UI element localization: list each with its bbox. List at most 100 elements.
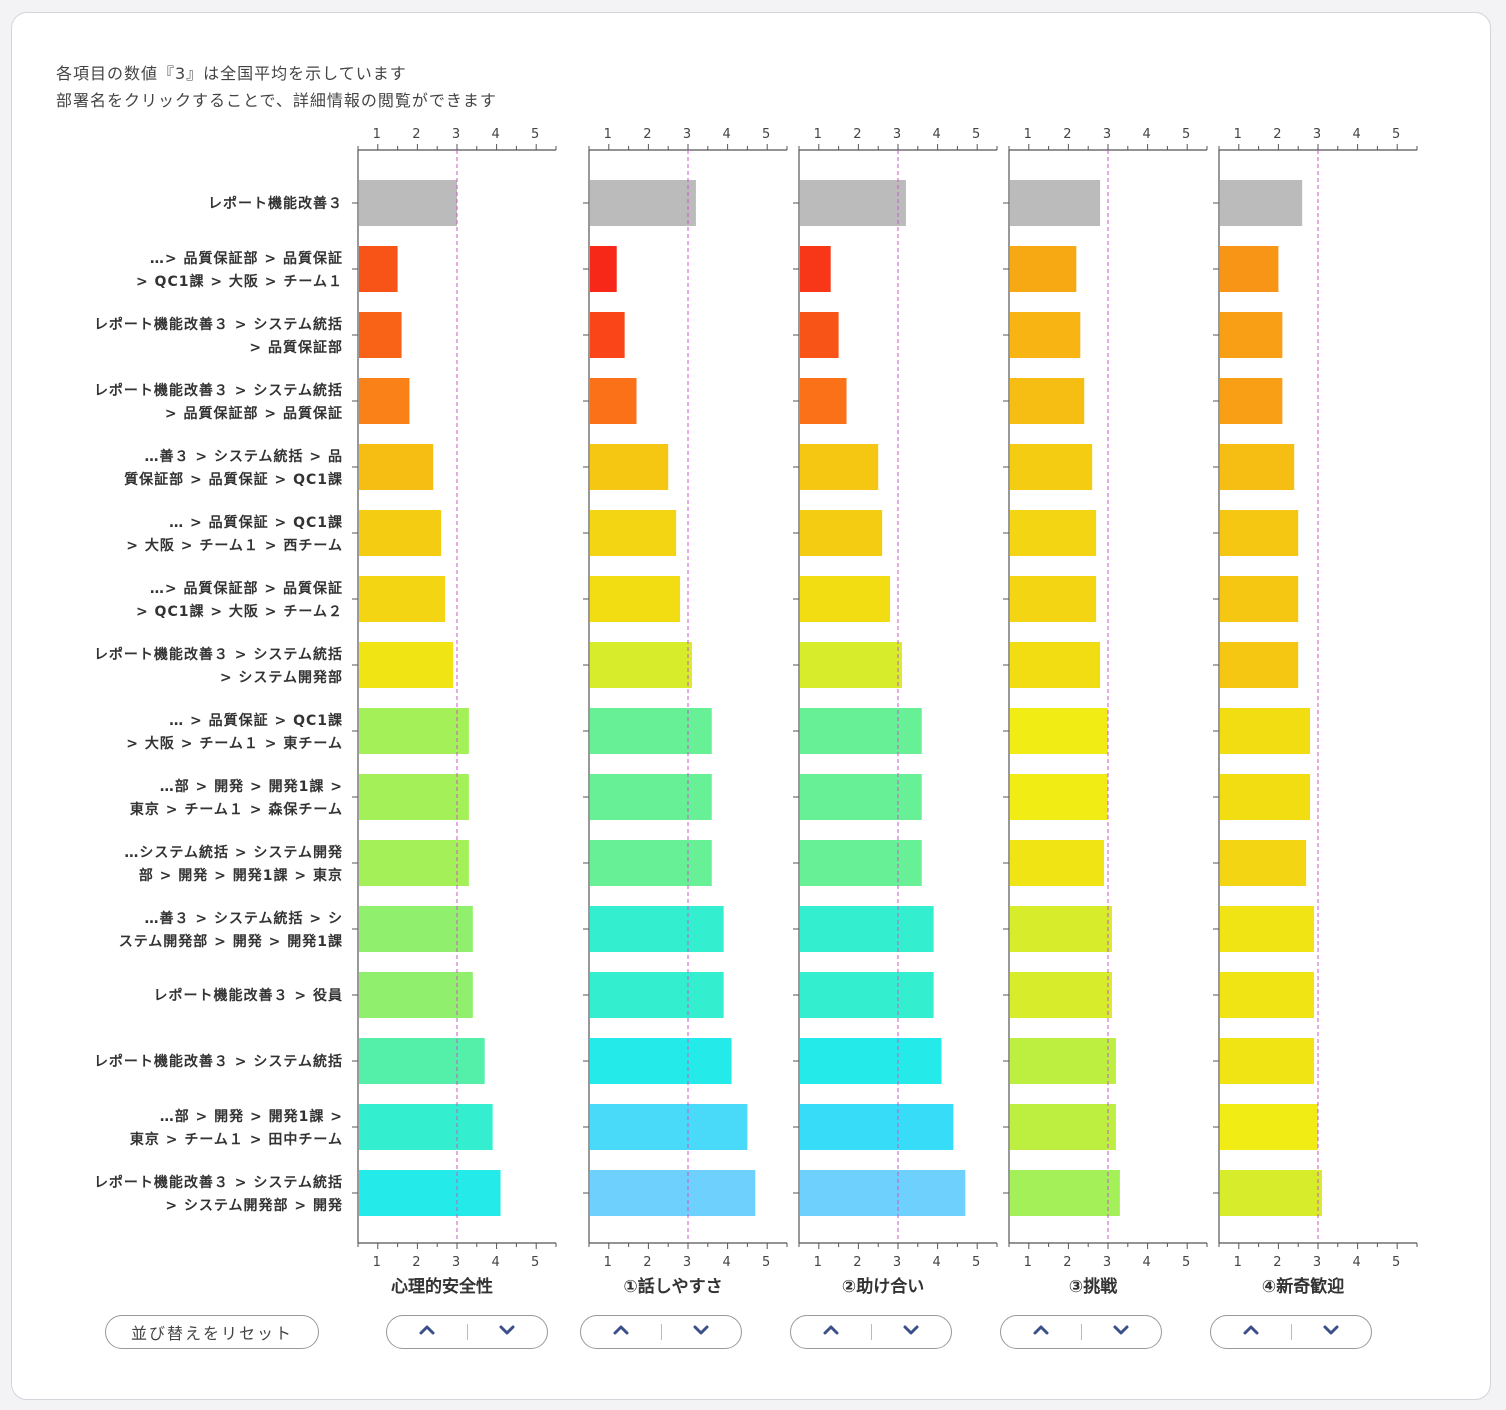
x-tick-label: 2 xyxy=(1063,127,1071,142)
sort-ascending-button[interactable] xyxy=(387,1316,467,1348)
category-label[interactable]: レポート機能改善３ > システム統括 xyxy=(94,1053,343,1070)
bar xyxy=(1220,246,1279,292)
series-title: ③挑戦 xyxy=(1069,1276,1118,1297)
bar xyxy=(1220,378,1283,424)
x-tick-label: 3 xyxy=(452,127,460,142)
category-label[interactable]: …善３ > システム統括 > システム開発部 > 開発 > 開発1課 xyxy=(119,910,343,950)
sort-descending-button[interactable] xyxy=(1082,1316,1162,1348)
category-label-line[interactable]: > QC1課 > 大阪 > チーム１ xyxy=(136,273,343,290)
bar xyxy=(359,840,469,886)
bar xyxy=(800,1038,942,1084)
bar xyxy=(359,444,434,490)
category-label-line[interactable]: > 品質保証部 xyxy=(249,339,343,356)
category-label[interactable]: …部 > 開発 > 開発1課 > 東京 > チーム１ > 田中チーム xyxy=(130,1108,343,1148)
x-tick-label: 4 xyxy=(932,127,940,142)
note-click-hint: 部署名をクリックすることで、詳細情報の閲覧ができます xyxy=(56,91,497,110)
category-label[interactable]: …> 品質保証部 > 品質保証 > QC1課 > 大阪 > チーム２ xyxy=(136,580,343,620)
bar xyxy=(800,576,891,622)
bar xyxy=(359,576,446,622)
category-label[interactable]: … > 品質保証 > QC1課 > 大阪 > チーム１ > 東チーム xyxy=(126,712,343,752)
category-label-line[interactable]: …システム統括 > システム開発 xyxy=(124,844,343,861)
category-label[interactable]: …システム統括 > システム開発部 > 開発 > 開発1課 > 東京 xyxy=(124,844,343,884)
category-label-line[interactable]: > 品質保証部 > 品質保証 xyxy=(165,405,343,422)
category-label[interactable]: …善３ > システム統括 > 品質保証部 > 品質保証 > QC1課 xyxy=(124,448,343,488)
category-label-line[interactable]: 東京 > チーム１ > 田中チーム xyxy=(130,1131,343,1148)
x-tick-label: 4 xyxy=(722,1255,730,1270)
category-label-line[interactable]: レポート機能改善３ > システム統括 xyxy=(94,646,343,663)
x-tick-label: 4 xyxy=(722,127,730,142)
category-label[interactable]: …部 > 開発 > 開発1課 > 東京 > チーム１ > 森保チーム xyxy=(130,778,343,818)
sort-descending-button[interactable] xyxy=(872,1316,952,1348)
sort-ascending-button[interactable] xyxy=(1211,1316,1291,1348)
sort-ascending-button[interactable] xyxy=(1001,1316,1081,1348)
reset-sort-button[interactable]: 並び替えをリセット xyxy=(105,1315,319,1349)
category-label-line[interactable]: > QC1課 > 大阪 > チーム２ xyxy=(136,603,343,620)
x-tick-label: 5 xyxy=(531,1255,539,1270)
category-label[interactable]: レポート機能改善３ > システム統括 > システム開発部 > 開発 xyxy=(94,1174,343,1214)
category-label[interactable]: レポート機能改善３ > 役員 xyxy=(154,987,343,1004)
panel-1: 1 2 3 4 5 1 2 3 4 5 心理的安全性 xyxy=(352,127,557,1297)
bar xyxy=(1010,642,1101,688)
x-tick-label: 1 xyxy=(1024,1255,1032,1270)
bar xyxy=(800,180,906,226)
category-label-line[interactable]: レポート機能改善３ > システム統括 xyxy=(94,1174,343,1191)
sort-buttons-2 xyxy=(580,1315,742,1349)
bar xyxy=(1010,510,1097,556)
sort-descending-button[interactable] xyxy=(662,1316,742,1348)
x-tick-label: 5 xyxy=(762,127,770,142)
category-label[interactable]: レポート機能改善３ > システム統括 > システム開発部 xyxy=(94,646,343,686)
category-label-line[interactable]: ステム開発部 > 開発 > 開発1課 xyxy=(119,933,343,950)
sort-ascending-button[interactable] xyxy=(791,1316,871,1348)
category-label-line[interactable]: …> 品質保証部 > 品質保証 xyxy=(150,250,343,267)
bar xyxy=(359,708,469,754)
category-label-line[interactable]: 東京 > チーム１ > 森保チーム xyxy=(130,801,343,818)
x-tick-label: 2 xyxy=(853,1255,861,1270)
x-tick-label: 5 xyxy=(1182,127,1190,142)
category-label[interactable]: レポート機能改善３ > システム統括 > 品質保証部 > 品質保証 xyxy=(94,382,343,422)
bar xyxy=(1010,444,1093,490)
bar xyxy=(590,180,696,226)
category-label-line[interactable]: レポート機能改善３ > 役員 xyxy=(154,987,343,1004)
category-label-line[interactable]: > システム開発部 xyxy=(220,669,343,686)
bar xyxy=(1220,576,1299,622)
category-label[interactable]: レポート機能改善３ > システム統括 > 品質保証部 xyxy=(94,316,343,356)
x-tick-label: 3 xyxy=(1103,127,1111,142)
category-label-line[interactable]: レポート機能改善３ > システム統括 xyxy=(94,1053,343,1070)
sort-ascending-button[interactable] xyxy=(581,1316,661,1348)
category-label-line[interactable]: 質保証部 > 品質保証 > QC1課 xyxy=(124,471,343,488)
bar xyxy=(1220,840,1307,886)
divider xyxy=(870,1324,872,1340)
x-tick-label: 2 xyxy=(412,1255,420,1270)
category-label-line[interactable]: レポート機能改善３ > システム統括 xyxy=(94,382,343,399)
category-label-line[interactable]: … > 品質保証 > QC1課 xyxy=(169,514,343,531)
x-tick-label: 5 xyxy=(1392,1255,1400,1270)
category-label-line[interactable]: …善３ > システム統括 > シ xyxy=(144,910,343,927)
category-label-line[interactable]: 部 > 開発 > 開発1課 > 東京 xyxy=(139,867,343,884)
bar xyxy=(359,180,457,226)
category-label[interactable]: …> 品質保証部 > 品質保証 > QC1課 > 大阪 > チーム１ xyxy=(136,250,343,290)
panel-3: 1 2 3 4 5 1 2 3 4 5 ②助け合い xyxy=(793,127,998,1297)
bar xyxy=(800,642,902,688)
category-label-line[interactable]: レポート機能改善３ xyxy=(208,195,343,212)
category-label[interactable]: レポート機能改善３ xyxy=(208,195,343,212)
bar xyxy=(1220,1104,1318,1150)
category-label-line[interactable]: > システム開発部 > 開発 xyxy=(165,1197,343,1214)
bar xyxy=(800,312,839,358)
category-label-line[interactable]: …部 > 開発 > 開発1課 > xyxy=(160,778,343,795)
category-label-line[interactable]: > 大阪 > チーム１ > 西チーム xyxy=(126,537,343,554)
sort-descending-button[interactable] xyxy=(468,1316,548,1348)
category-label-line[interactable]: … > 品質保証 > QC1課 xyxy=(169,712,343,729)
bar xyxy=(1220,972,1315,1018)
bar xyxy=(590,708,712,754)
category-label-line[interactable]: …善３ > システム統括 > 品 xyxy=(144,448,343,465)
bar xyxy=(359,246,398,292)
category-label-line[interactable]: > 大阪 > チーム１ > 東チーム xyxy=(126,735,343,752)
bar xyxy=(590,378,637,424)
bar xyxy=(800,840,922,886)
category-label-line[interactable]: レポート機能改善３ > システム統括 xyxy=(94,316,343,333)
bar xyxy=(359,1038,485,1084)
category-label-line[interactable]: …部 > 開発 > 開発1課 > xyxy=(160,1108,343,1125)
category-label[interactable]: … > 品質保証 > QC1課 > 大阪 > チーム１ > 西チーム xyxy=(126,514,343,554)
category-label-line[interactable]: …> 品質保証部 > 品質保証 xyxy=(150,580,343,597)
sort-descending-button[interactable] xyxy=(1292,1316,1372,1348)
